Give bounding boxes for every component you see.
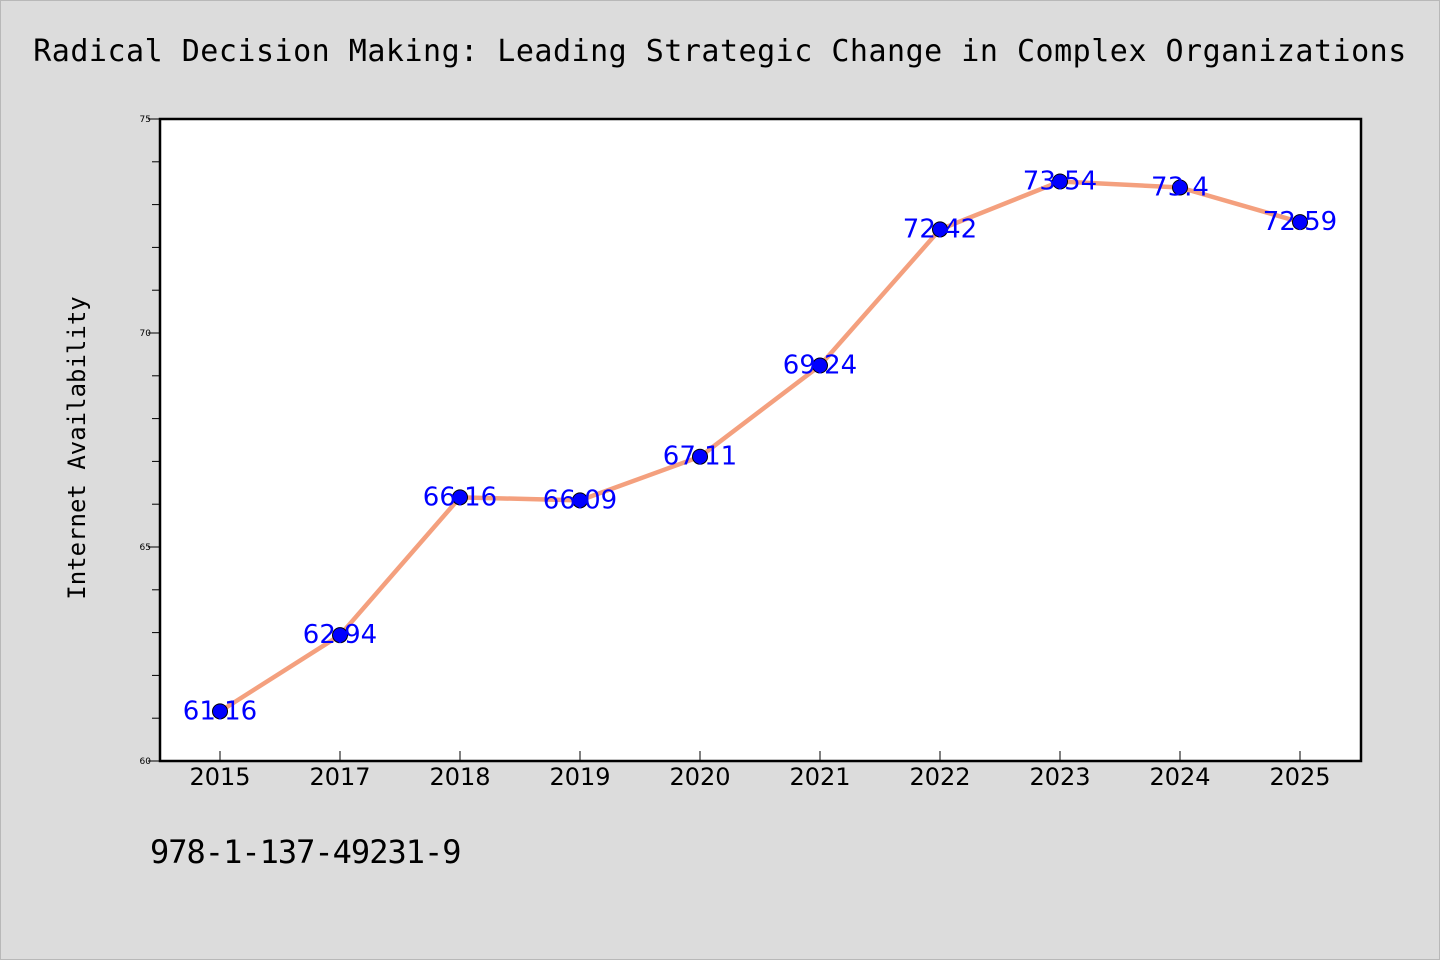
y-tick-label: 65 xyxy=(140,543,151,553)
x-axis-ticks: 2015 2017 2018 2019 2020 2021 2022 2023 2024 2025 xyxy=(189,751,1331,791)
x-tick-label: 2020 xyxy=(669,763,730,791)
y-tick-label: 60 xyxy=(140,757,152,767)
y-axis-ticks: 60 65 70 75 xyxy=(140,115,160,767)
data-label: 73.54 xyxy=(1023,166,1097,196)
x-tick-label: 2025 xyxy=(1269,763,1330,791)
data-point xyxy=(212,703,228,720)
chart-title: Radical Decision Making: Leading Strateg… xyxy=(33,34,1407,69)
data-point xyxy=(812,357,828,374)
data-point xyxy=(452,489,468,506)
data-points xyxy=(212,173,1308,720)
plot-area xyxy=(158,117,1363,763)
data-labels: 61.16 62.94 66.16 66.09 67.11 69.24 72.42 73.54… xyxy=(183,166,1337,726)
y-tick-label: 70 xyxy=(140,329,152,339)
x-tick-label: 2024 xyxy=(1149,763,1210,791)
data-point xyxy=(932,221,948,238)
x-tick-label: 2019 xyxy=(549,763,610,791)
data-point xyxy=(1172,179,1188,196)
x-tick-label: 2023 xyxy=(1029,763,1090,791)
data-label: 67.11 xyxy=(663,442,737,472)
data-label: 69.24 xyxy=(783,351,857,381)
x-tick-label: 2018 xyxy=(429,763,490,791)
data-label: 62.94 xyxy=(303,620,377,650)
series-line xyxy=(217,179,1303,714)
data-label: 72.42 xyxy=(903,214,977,244)
data-label: 66.16 xyxy=(423,482,497,512)
isbn-text: 978-1-137-49231-9 xyxy=(150,833,462,871)
y-axis-label: Internet Availability xyxy=(63,296,91,599)
data-point xyxy=(1052,173,1068,190)
x-tick-label: 2021 xyxy=(789,763,850,791)
data-label: 61.16 xyxy=(183,696,257,726)
data-point xyxy=(692,448,708,465)
data-point xyxy=(572,492,588,509)
x-tick-label: 2022 xyxy=(909,763,970,791)
data-label: 72.59 xyxy=(1263,207,1337,237)
data-label: 73.4 xyxy=(1151,172,1209,202)
data-label: 66.09 xyxy=(543,485,617,515)
y-tick-label: 75 xyxy=(140,115,151,125)
data-point xyxy=(1292,214,1308,231)
x-tick-label: 2015 xyxy=(189,763,250,791)
data-point xyxy=(332,627,348,644)
x-tick-label: 2017 xyxy=(309,763,370,791)
